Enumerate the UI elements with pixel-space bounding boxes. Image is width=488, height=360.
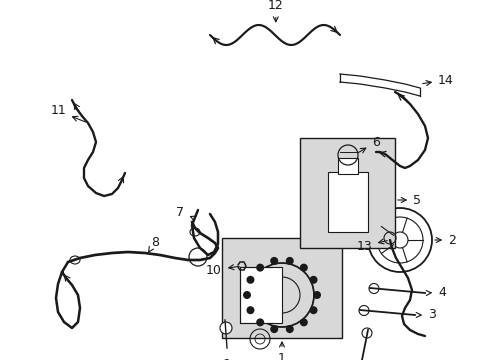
- Circle shape: [309, 306, 317, 314]
- Text: 12: 12: [267, 0, 283, 22]
- Text: 4: 4: [425, 285, 445, 298]
- Text: 13: 13: [356, 239, 386, 252]
- Circle shape: [270, 257, 278, 265]
- Circle shape: [270, 325, 278, 333]
- Circle shape: [246, 306, 254, 314]
- Circle shape: [256, 318, 264, 327]
- Bar: [327, 172, 367, 232]
- Bar: [222, 238, 341, 338]
- Text: 3: 3: [415, 309, 435, 321]
- Text: 14: 14: [422, 73, 453, 86]
- Ellipse shape: [70, 256, 80, 264]
- Text: 2: 2: [434, 234, 455, 247]
- Circle shape: [312, 291, 320, 299]
- Text: 10: 10: [206, 264, 239, 276]
- Ellipse shape: [190, 228, 200, 236]
- Text: 11: 11: [50, 104, 85, 122]
- Circle shape: [358, 306, 368, 315]
- Text: 7: 7: [176, 206, 196, 221]
- Text: 5: 5: [397, 194, 420, 207]
- Circle shape: [285, 257, 293, 265]
- Circle shape: [368, 284, 378, 293]
- Circle shape: [243, 291, 250, 299]
- Text: 9: 9: [222, 358, 229, 360]
- Circle shape: [246, 276, 254, 284]
- Circle shape: [285, 325, 293, 333]
- Circle shape: [299, 318, 307, 327]
- Bar: [240, 267, 282, 323]
- Bar: [299, 138, 394, 248]
- Text: 1: 1: [278, 342, 285, 360]
- Circle shape: [299, 264, 307, 272]
- Circle shape: [220, 322, 231, 334]
- Bar: [337, 158, 357, 174]
- Circle shape: [256, 264, 264, 272]
- Text: 6: 6: [358, 135, 379, 153]
- Circle shape: [309, 276, 317, 284]
- Text: 8: 8: [148, 235, 159, 252]
- Circle shape: [361, 328, 371, 338]
